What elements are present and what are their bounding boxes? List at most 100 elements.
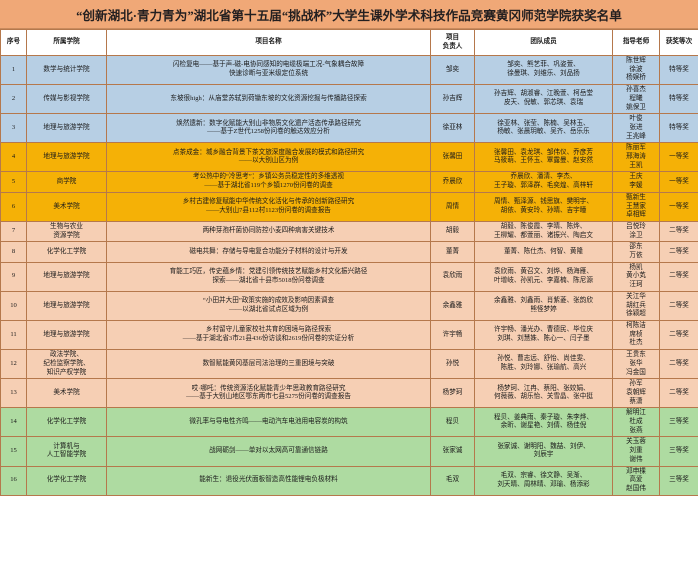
- cell-advisor: 甄新生 王慧家 卓相辉: [612, 191, 660, 222]
- cell-project: 东坡很high：从庙堂苏轼到荷锄东坡的文化资源挖掘与传播路径探索: [106, 84, 431, 115]
- cell-project-line: ——基于湖北省3市21县436份访谈和2619份问卷的实证分析: [182, 335, 355, 343]
- cell-team: 徐亚林、张莹、陈楠、吴林玉、 杨敏、张晨玥敏、吴齐、岳乐乐: [474, 113, 613, 144]
- table-row: 8 化学化工学院 磁电共舞：存储与导电复合功能分子材料的设计与开发 董菁 董菁、陈仕杰、…: [0, 241, 698, 263]
- cell-award: 二等奖: [659, 319, 698, 351]
- cell-project-line: 快速诊断与亚米级定位系统: [228, 70, 309, 78]
- cell-index: 11: [0, 319, 27, 351]
- column-header-project: 项目名称: [106, 29, 431, 56]
- cell-project-line: ——以大别山区为例: [238, 157, 299, 165]
- cell-award: 一等奖: [659, 142, 698, 173]
- table-row: 14 化学化工学院 微孔率与导电性齐鸣——电动汽车电池用电容炭的构筑 程贝 程贝、姜典雨…: [0, 407, 698, 438]
- table-row: 3 地理与旅游学院 焕然遗新：数字化赋能大别山非物质文化遗产活态传承路径研究 ——基于…: [0, 113, 698, 144]
- cell-leader: 张馨田: [430, 142, 475, 173]
- cell-team-line: 张馨田、袁龙琪、邹伟仪、乔彦芳: [494, 148, 593, 156]
- cell-project-line: 乡村留守儿童家校社共育的困境与路径探索: [205, 326, 332, 334]
- cell-index: 16: [0, 465, 27, 496]
- cell-team-line: 徐亚林、张莹、陈楠、吴林玉、: [497, 119, 590, 127]
- cell-advisor-line: 解明江: [626, 409, 646, 417]
- cell-advisor-line: 孙军: [629, 380, 643, 388]
- cell-team: 孙吉辉、胡淑睿、江晚萱、柯岳堂 皮天、倪敏、郭芯琪、袁瑞: [474, 84, 613, 115]
- column-header-award: 获奖等次: [659, 29, 698, 56]
- cell-advisor-line: 孙喜杰: [626, 86, 646, 94]
- column-header-team: 团队成员: [474, 29, 613, 56]
- cell-advisor: 邵东 万依: [612, 241, 660, 263]
- cell-advisor-line: 杜成: [629, 418, 643, 426]
- cell-advisor-line: 陈丽军: [626, 144, 646, 152]
- cell-award: 二等奖: [659, 349, 698, 380]
- cell-leader: 孙悦: [430, 349, 475, 380]
- table-row: 9 地理与旅游学院 育能工巧匠，传史蕴乡情：党建引领传统技艺赋能乡村文化振兴路径 探索…: [0, 261, 698, 292]
- cell-award: 二等奖: [659, 220, 698, 243]
- cell-award: 特等奖: [659, 84, 698, 115]
- cell-award: 二等奖: [659, 290, 698, 321]
- cell-team-line: 胡依、黄安玲、孙晴、吉宇曈: [500, 206, 587, 214]
- cell-project: 育能工巧匠，传史蕴乡情：党建引领传统技艺赋能乡村文化振兴路径 探索——湖北省十县市…: [106, 261, 431, 292]
- cell-project: 闪检复电——基于声-磁-电协同感知的电缆极端工况-气象耦合故障 快速诊断与亚米级定…: [106, 54, 431, 86]
- cell-team-line: 毛双、宗睿、徐文静、吴渐、: [500, 471, 587, 479]
- cell-project: 考公热中的“冷思考”：乡镇公务员稳定性的多维透视 ——基于湖北省119个乡镇127…: [106, 171, 431, 193]
- cell-college: 传媒与影视学院: [26, 84, 107, 115]
- table-row: 7 生物与农业 资源学院 两种芽孢杆菌协同防控小麦四种病害关键技术 胡毅 胡毅、陈俊霞、李…: [0, 220, 698, 243]
- cell-team-line: 孙悦、曹志远、舒怡、尚佳雯、: [497, 355, 590, 363]
- cell-advisor-line: 徐波: [629, 65, 643, 73]
- cell-team: 乔晨欣、潘清、李杰、 王子璇、郭泽群、毛奕煌、高梓轩: [474, 171, 613, 193]
- cell-project: 能新生：退役光伏面板智造高性能锂电负极材料: [106, 465, 431, 496]
- cell-index: 8: [0, 241, 27, 263]
- cell-advisor-line: 陈世辉: [626, 57, 646, 64]
- cell-advisor-line: 关江华: [626, 292, 646, 300]
- table-row: 6 美术学院 乡村古建修复赋能中华传统文化活化与传承的创新路径研究 ——大别山7县11…: [0, 191, 698, 222]
- cell-advisor-line: 程曦: [629, 94, 643, 102]
- cell-index: 4: [0, 142, 27, 173]
- cell-project: 数智赋能黄冈基层司法治理的三重困境与突破: [106, 349, 431, 380]
- cell-index: 7: [0, 220, 27, 243]
- cell-leader: 董菁: [430, 241, 475, 263]
- cell-project-line: 育能工巧匠，传史蕴乡情：党建引领传统技艺赋能乡村文化振兴路径: [169, 268, 368, 276]
- cell-team-line: 杨梦珂、江冉、蔡阳、张姣娟、: [497, 384, 590, 392]
- cell-project-line: ——以湖北省试点区域为例: [228, 305, 309, 313]
- cell-project: 焕然遗新：数字化赋能大别山非物质文化遗产活态传承路径研究 ——基于Z世代1258份…: [106, 113, 431, 144]
- cell-advisor-line: 王凯: [629, 161, 643, 169]
- cell-college-line: 人工智能学院: [46, 451, 87, 459]
- cell-team-line: 刘天晴、周林晴、邓瑜、杨添彩: [497, 480, 590, 488]
- cell-advisor-line: 叶俊: [629, 115, 643, 123]
- cell-college: 化学化工学院: [26, 241, 107, 263]
- award-table: 序号 所属学院 项目名称 项目 负责人 团队成员 指导老师 获奖等次 1 数学与统…: [0, 29, 698, 496]
- cell-award: 三等奖: [659, 407, 698, 438]
- cell-advisor: 陈世辉 徐波 杨娱桥: [612, 54, 660, 86]
- cell-advisor-line: 卓相辉: [626, 211, 646, 219]
- cell-project-line: 闪检复电——基于声-磁-电协同感知的电缆极端工况-气象耦合故障: [172, 61, 365, 69]
- cell-advisor-line: 徐颖超: [626, 310, 646, 318]
- table-header: 序号 所属学院 项目名称 项目 负责人 团队成员 指导老师 获奖等次: [0, 29, 698, 56]
- cell-advisor: 关江华 胡红兵 徐颖超: [612, 290, 660, 321]
- cell-college: 地理与旅游学院: [26, 261, 107, 292]
- table-row: 4 地理与旅游学院 点茶成金：城乡融合背景下茶文旅深度融合发展的模式和路径研究 ——以…: [0, 142, 698, 173]
- cell-advisor-line: 刘重: [629, 447, 643, 455]
- table-row: 15 计算机与 人工智能学院 战网砺剑——单对以太网高可靠通信链路 张家诚 张家诚、谢明阳…: [0, 436, 698, 467]
- column-header-leader-line2: 负责人: [442, 42, 463, 50]
- cell-college: 数学与统计学院: [26, 54, 107, 86]
- cell-team-line: 余昕、谢星艳、刘倩、杨佳倪: [500, 422, 587, 430]
- cell-team-line: 袁欣雨、黄召文、刘烨、杨海雁、: [494, 268, 593, 276]
- cell-advisor-line: 姚保卫: [626, 103, 646, 111]
- cell-project-line: 考公热中的“冷思考”：乡镇公务员稳定性的多维透视: [193, 173, 344, 181]
- cell-project-line: “小田并大田”政策实施的成效及影响因素调查: [202, 297, 335, 305]
- cell-advisor-line: 柯陈洁: [626, 321, 646, 329]
- cell-college-line: 知识产权学院: [46, 368, 87, 376]
- cell-advisor-line: 甄新生: [626, 193, 646, 201]
- table-row: 5 商学院 考公热中的“冷思考”：乡镇公务员稳定性的多维透视 ——基于湖北省119个乡…: [0, 171, 698, 193]
- cell-advisor: 孙军 袁朝辉 蔡潇: [612, 378, 660, 409]
- cell-leader: 袁欣雨: [430, 261, 475, 292]
- cell-advisor-line: 杨娱桥: [626, 74, 646, 82]
- cell-award: 三等奖: [659, 465, 698, 496]
- cell-team-line: 叶增岐、孙凯元、李嘉楠、陈尼源: [494, 276, 593, 284]
- cell-advisor-line: 蔡潇: [629, 397, 643, 405]
- table-body: 1 数学与统计学院 闪检复电——基于声-磁-电协同感知的电缆极端工况-气象耦合故障快…: [0, 54, 698, 496]
- cell-index: 2: [0, 84, 27, 115]
- cell-team-line: 王子璇、郭泽群、毛奕煌、高梓轩: [494, 182, 593, 190]
- cell-leader: 毛双: [430, 465, 475, 496]
- cell-leader: 杨梦珂: [430, 378, 475, 409]
- cell-college: 化学化工学院: [26, 465, 107, 496]
- cell-index: 15: [0, 436, 27, 467]
- column-header-advisor: 指导老师: [612, 29, 660, 56]
